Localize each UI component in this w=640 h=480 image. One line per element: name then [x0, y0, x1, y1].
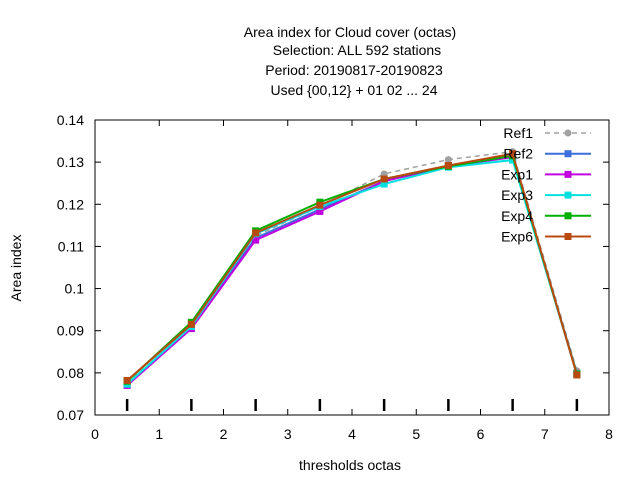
data-point: [123, 376, 131, 384]
legend-label: Exp4: [501, 208, 533, 224]
x-tick-label: 1: [155, 426, 163, 442]
legend-label: Ref2: [503, 146, 533, 162]
data-point: [509, 156, 517, 164]
legend-marker: [564, 233, 572, 240]
y-tick-label: 0.12: [57, 196, 84, 212]
data-point: [187, 320, 195, 328]
data-point: [252, 229, 260, 237]
legend-marker: [564, 129, 572, 137]
series-line: [126, 150, 578, 384]
y-tick-label: 0.08: [57, 365, 84, 381]
legend-item-ref2: Ref2: [503, 146, 591, 162]
series-line: [126, 152, 578, 382]
data-point: [316, 201, 324, 209]
x-tick-label: 2: [220, 426, 228, 442]
x-tick-label: 7: [541, 426, 549, 442]
data-point: [316, 207, 324, 215]
y-axis-label: Area index: [8, 235, 24, 302]
legend-item-exp4: Exp4: [501, 208, 591, 224]
legend-marker: [564, 191, 572, 199]
legend-item-exp3: Exp3: [501, 187, 591, 203]
x-tick-label: 6: [477, 426, 485, 442]
data-point: [509, 150, 517, 158]
data-point: [444, 156, 452, 164]
y-tick-label: 0.09: [57, 323, 84, 339]
x-tick-label: 5: [412, 426, 420, 442]
axis-ticks: 0 1 2 3 4 5 6 7 8 0.07 0.08 0.09 0.1 0.11 0.12 0.13 0.14: [57, 112, 613, 442]
y-tick-label: 0.1: [65, 281, 85, 297]
title-line-2: Selection: ALL 592 stations: [273, 42, 441, 58]
legend-label: Exp6: [501, 229, 533, 245]
legend-marker: [564, 150, 572, 158]
legend: Ref1 Ref2 Exp1 Exp3 Exp4 Exp6: [501, 125, 591, 245]
x-axis-label: thresholds octas: [299, 457, 401, 473]
plot-area: [94, 119, 610, 416]
x-tick-label: 8: [605, 426, 613, 442]
y-tick-label: 0.11: [58, 238, 84, 254]
y-tick-label: 0.14: [57, 112, 84, 128]
x-tick-label: 4: [348, 426, 356, 442]
series-line: [126, 154, 578, 383]
chart-title: Area index for Cloud cover (octas) Selec…: [244, 24, 456, 98]
data-point: [573, 371, 581, 379]
y-tick-label: 0.07: [57, 407, 84, 423]
legend-item-ref1: Ref1: [503, 125, 591, 141]
data-point: [380, 180, 388, 188]
legend-item-exp6: Exp6: [501, 229, 591, 245]
legend-label: Ref1: [503, 125, 533, 141]
data-point: [380, 175, 388, 183]
legend-label: Exp3: [501, 187, 533, 203]
legend-item-exp1: Exp1: [501, 166, 591, 182]
legend-marker: [564, 170, 572, 178]
series-ref1: [123, 148, 581, 387]
title-line-1: Area index for Cloud cover (octas): [244, 24, 456, 40]
series-line: [126, 158, 578, 385]
series-exp6: [123, 150, 581, 384]
title-line-3: Period: 20190817-20190823: [265, 62, 443, 78]
series-group: [123, 148, 581, 389]
x-tick-label: 3: [284, 426, 292, 442]
title-line-4: Used {00,12} + 01 02 ... 24: [271, 82, 438, 98]
data-point: [444, 162, 452, 170]
threshold-marks: [125, 399, 579, 411]
y-tick-label: 0.13: [57, 154, 84, 170]
legend-label: Exp1: [501, 166, 533, 182]
data-point: [252, 236, 260, 244]
legend-marker: [564, 212, 572, 220]
x-tick-label: 0: [91, 426, 99, 442]
